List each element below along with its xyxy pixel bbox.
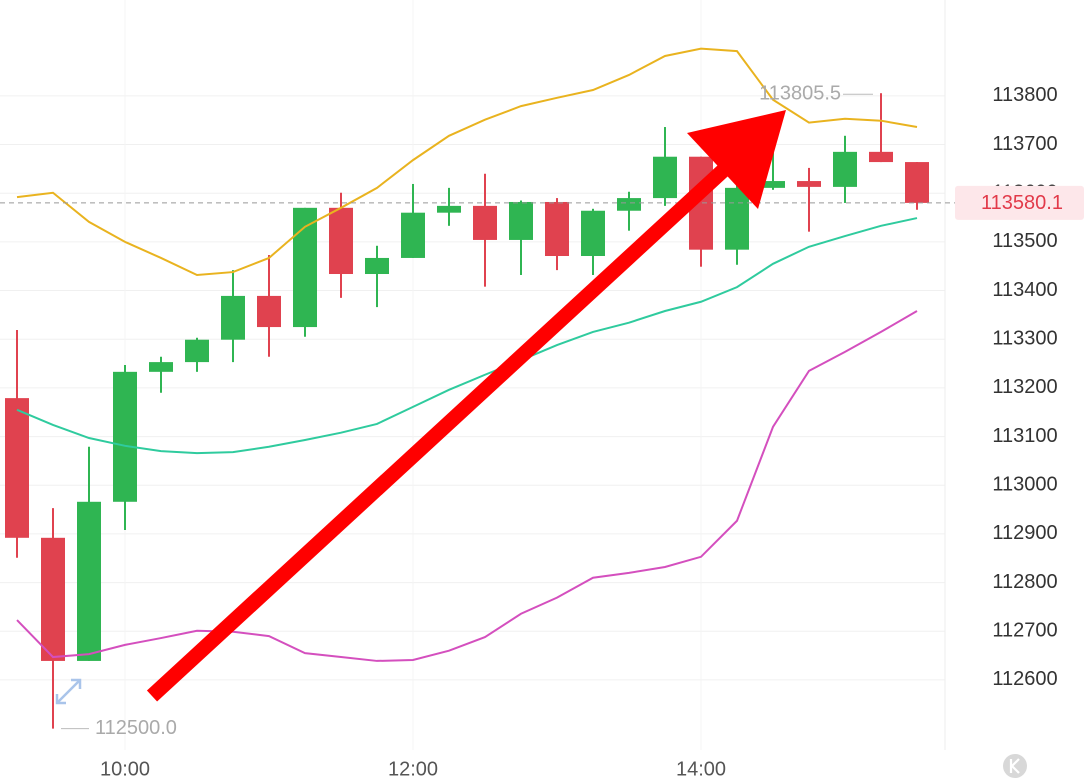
expand-icon[interactable]: [55, 678, 82, 705]
band-line: [16, 310, 918, 662]
arrow-shaft: [146, 160, 734, 702]
last-price-label: 113580.1: [981, 192, 1063, 214]
icon-line: [55, 694, 66, 705]
x-tick-label: 10:00: [100, 758, 150, 780]
candle-body: [617, 198, 641, 211]
x-tick-label: 12:00: [388, 758, 438, 780]
candle-body: [5, 398, 29, 538]
candle-body: [437, 205, 461, 213]
icon-line: [71, 678, 82, 689]
y-tick-label: 113500: [992, 230, 1057, 252]
candle-body: [329, 207, 353, 275]
icon-line: [56, 679, 81, 704]
candle-body: [761, 181, 785, 188]
button-circle: [1003, 754, 1027, 778]
candle-body: [545, 201, 569, 257]
y-tick-label: 112600: [992, 668, 1057, 690]
arrow: [146, 110, 786, 702]
candle-body: [257, 295, 281, 328]
candle-body: [473, 205, 497, 240]
band-line: [16, 217, 918, 455]
last-price-tag: [955, 185, 1084, 220]
y-tick-label: 113000: [992, 474, 1057, 496]
y-tick-label: 112900: [992, 522, 1057, 544]
candle-body: [401, 212, 425, 258]
y-tick-label: 113800: [992, 84, 1057, 106]
y-tick-label: 112800: [992, 571, 1057, 593]
y-tick-label: 112700: [992, 620, 1057, 642]
plot-area: [5, 47, 929, 729]
candle-body: [221, 295, 245, 340]
high-label: 113805.5: [759, 82, 841, 104]
y-tick-label: 113400: [992, 279, 1057, 301]
y-tick-label: 113700: [992, 133, 1057, 155]
kline-button[interactable]: [1003, 754, 1027, 778]
candle-body: [77, 501, 101, 661]
grid: [0, 0, 945, 750]
candle-body: [653, 156, 677, 199]
overlay: 113805.5 112500.0 113580.1: [0, 82, 1084, 739]
arrow-head: [687, 110, 786, 209]
candle-body: [833, 151, 857, 187]
y-tick-label: 113100: [992, 425, 1057, 447]
candle-body: [185, 339, 209, 363]
candle-body: [797, 181, 821, 187]
candle-body: [113, 371, 137, 502]
x-tick-label: 14:00: [676, 758, 726, 780]
candle-body: [149, 362, 173, 372]
y-tick-label: 113300: [992, 328, 1057, 350]
band-line: [16, 47, 918, 277]
low-label: 112500.0: [95, 717, 177, 739]
candle-body: [725, 187, 749, 250]
candle-body: [905, 162, 929, 203]
candle-body: [41, 537, 65, 661]
button-glyph: [1009, 758, 1020, 774]
y-tick-label: 113200: [992, 376, 1057, 398]
candle-body: [509, 201, 533, 240]
candle-body: [581, 210, 605, 257]
candle-body: [365, 257, 389, 275]
candle-body: [869, 151, 893, 163]
